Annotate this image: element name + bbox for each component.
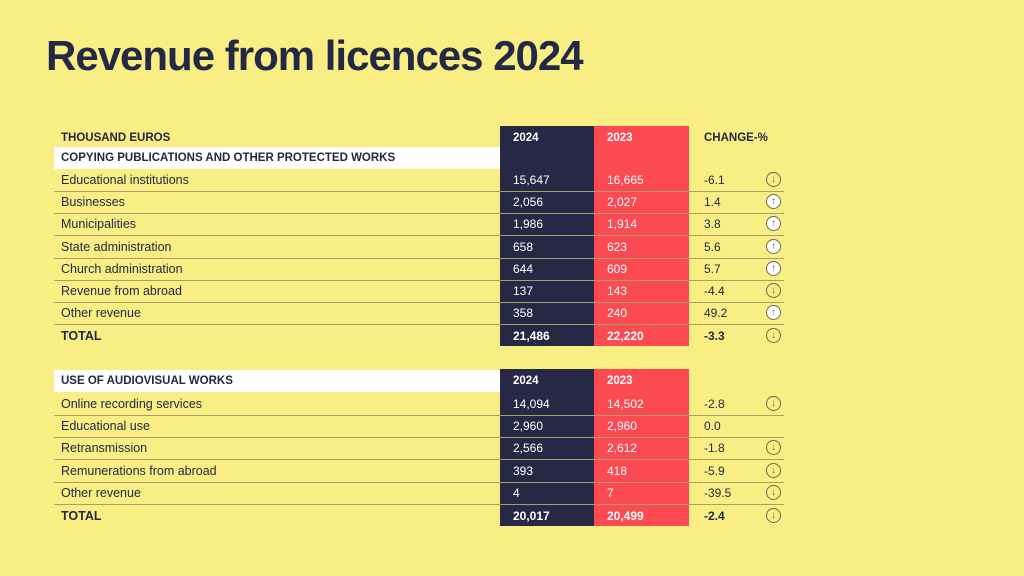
value-2024: 644 (513, 261, 534, 276)
arrow-down-icon: ↓ (766, 484, 781, 500)
section-band (54, 147, 500, 169)
change-percent: -6.1 (704, 173, 725, 187)
arrow-up-icon: ↑ (766, 260, 781, 276)
change-percent: -5.9 (704, 463, 725, 478)
column-2024-background (500, 369, 594, 526)
change-percent: -3.3 (704, 329, 725, 343)
change-percent: -1.8 (704, 441, 725, 456)
table-row: Church administration 644 609 5.7 ↑ (54, 258, 784, 281)
arrow-down-icon: ↓ (766, 508, 781, 523)
value-2023: 20,499 (607, 509, 644, 523)
value-2024: 2,056 (513, 195, 544, 210)
row-label: Educational use (61, 419, 150, 434)
column-header-2024: 2024 (513, 132, 539, 144)
total-row: TOTAL 20,017 20,499 -2.4 ↓ (54, 505, 784, 527)
arrow-down-icon: ↓ (766, 462, 781, 478)
arrow-down-icon: ↓ (766, 283, 781, 298)
section-header-row: USE OF AUDIOVISUAL WORKS 2024 2023 (54, 370, 784, 392)
table-row: Other revenue 358 240 49.2 ↑ (54, 302, 784, 326)
value-2024: 393 (513, 463, 534, 478)
change-percent: 5.7 (704, 261, 721, 276)
value-2024: 15,647 (513, 173, 550, 187)
value-2023: 609 (607, 261, 628, 276)
change-percent: 1.4 (704, 195, 721, 210)
section-header-row: COPYING PUBLICATIONS AND OTHER PROTECTED… (54, 147, 500, 169)
value-2024: 4 (513, 485, 520, 500)
change-percent: -39.5 (704, 485, 732, 500)
value-2023: 22,220 (607, 329, 644, 343)
table-row: Revenue from abroad 137 143 -4.4 ↓ (54, 280, 784, 303)
value-2023: 2,960 (607, 419, 638, 434)
table-row: Remunerations from abroad 393 418 -5.9 ↓ (54, 460, 784, 483)
table-row: Educational use 2,960 2,960 0.0 (54, 415, 784, 439)
arrow-down-icon: ↓ (766, 172, 781, 187)
row-label: TOTAL (61, 509, 102, 523)
change-percent: 0.0 (704, 419, 721, 434)
table-row: Businesses 2,056 2,027 1.4 ↑ (54, 191, 784, 215)
section-band (54, 370, 500, 392)
value-2023: 16,665 (607, 173, 644, 187)
row-label: Other revenue (61, 485, 141, 500)
value-2024: 2,566 (513, 441, 544, 456)
column-header-change: CHANGE-% (704, 132, 768, 144)
value-2024: 2,960 (513, 419, 544, 434)
section-label: USE OF AUDIOVISUAL WORKS (61, 375, 233, 387)
value-2024: 20,017 (513, 509, 550, 523)
change-percent: 3.8 (704, 217, 721, 232)
row-label: Retransmission (61, 441, 148, 456)
total-row: TOTAL 21,486 22,220 -3.3 ↓ (54, 325, 784, 347)
unit-label: THOUSAND EUROS (61, 132, 171, 144)
value-2023: 240 (607, 306, 628, 321)
page-title: Revenue from licences 2024 (46, 32, 584, 79)
change-percent: -2.8 (704, 397, 725, 411)
column-header-2023: 2023 (607, 132, 633, 144)
value-2023: 623 (607, 239, 628, 254)
table-header-row: THOUSAND EUROS 2024 2023 CHANGE-% (54, 127, 784, 149)
value-2023: 2,612 (607, 441, 638, 456)
value-2023: 2,027 (607, 195, 638, 210)
value-2024: 358 (513, 306, 534, 321)
column-2023-background (594, 369, 689, 526)
change-percent: 49.2 (704, 306, 728, 321)
row-label: Businesses (61, 195, 125, 210)
arrow-down-icon: ↓ (766, 440, 781, 456)
value-2024: 137 (513, 284, 534, 298)
arrow-up-icon: ↑ (766, 216, 781, 232)
value-2023: 1,914 (607, 217, 638, 232)
value-2024: 14,094 (513, 397, 550, 411)
value-2023: 418 (607, 463, 628, 478)
row-label: Educational institutions (61, 173, 189, 187)
row-label: Other revenue (61, 306, 141, 321)
value-2023: 143 (607, 284, 628, 298)
row-label: Revenue from abroad (61, 284, 182, 298)
table-row: Online recording services 14,094 14,502 -2.… (54, 393, 784, 416)
row-label: State administration (61, 239, 172, 254)
row-label: Remunerations from abroad (61, 463, 217, 478)
row-label: TOTAL (61, 329, 102, 343)
arrow-up-icon: ↑ (766, 305, 781, 321)
arrow-down-icon: ↓ (766, 328, 781, 343)
table-row: State administration 658 623 5.6 ↑ (54, 236, 784, 259)
table-row: Educational institutions 15,647 16,665 -6.1… (54, 169, 784, 192)
change-percent: 5.6 (704, 239, 721, 254)
value-2024: 1,986 (513, 217, 544, 232)
column-header-2024: 2024 (513, 375, 539, 387)
change-percent: -2.4 (704, 509, 725, 523)
arrow-down-icon: ↓ (766, 396, 781, 411)
value-2024: 658 (513, 239, 534, 254)
row-label: Online recording services (61, 397, 203, 411)
row-label: Church administration (61, 261, 183, 276)
table-row: Retransmission 2,566 2,612 -1.8 ↓ (54, 437, 784, 461)
section-label: COPYING PUBLICATIONS AND OTHER PROTECTED… (61, 152, 396, 164)
column-header-2023: 2023 (607, 375, 633, 387)
row-label: Municipalities (61, 217, 137, 232)
value-2024: 21,486 (513, 329, 550, 343)
value-2023: 14,502 (607, 397, 644, 411)
arrow-up-icon: ↑ (766, 194, 781, 210)
arrow-up-icon: ↑ (766, 238, 781, 254)
change-percent: -4.4 (704, 284, 725, 298)
value-2023: 7 (607, 485, 614, 500)
table-row: Other revenue 4 7 -39.5 ↓ (54, 482, 784, 505)
table-row: Municipalities 1,986 1,914 3.8 ↑ (54, 213, 784, 237)
